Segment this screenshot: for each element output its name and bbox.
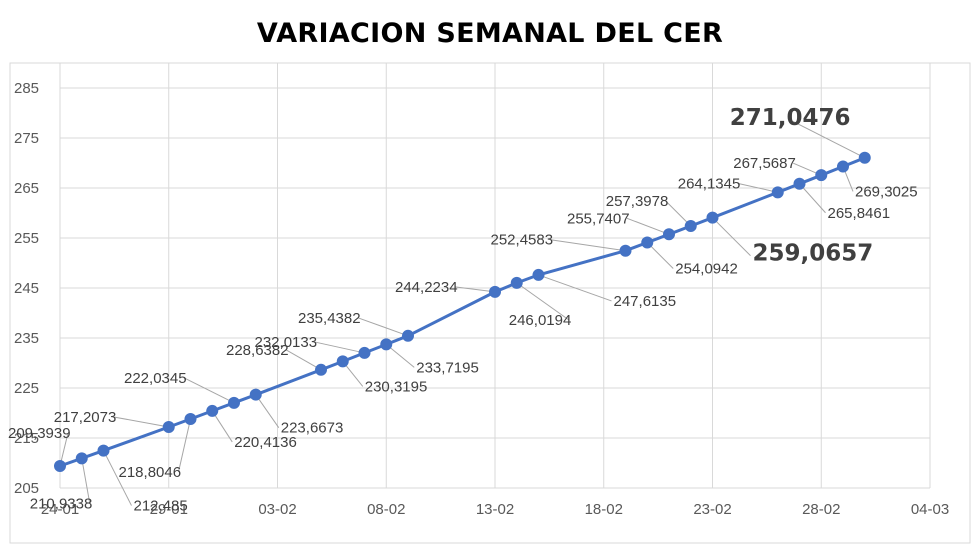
data-label: 232,0133 xyxy=(255,334,318,351)
data-label: 264,1345 xyxy=(678,175,741,192)
data-point xyxy=(619,244,632,257)
plot-border xyxy=(9,62,971,544)
leader-line xyxy=(314,341,365,354)
data-point xyxy=(684,220,697,233)
data-label: 259,0657 xyxy=(753,241,874,267)
x-tick-label: 24-01 xyxy=(41,501,79,518)
chart-title: VARIACION SEMANAL DEL CER xyxy=(256,18,724,49)
data-point xyxy=(489,285,501,298)
data-label: 265,8461 xyxy=(828,205,891,222)
x-tick-label: 23-02 xyxy=(693,501,731,518)
leader-line xyxy=(255,394,280,428)
leader-line xyxy=(737,182,778,193)
leader-line xyxy=(712,217,751,257)
x-tick-label: 13-02 xyxy=(476,501,514,518)
data-point xyxy=(858,151,871,164)
y-tick-label: 205 xyxy=(14,480,39,497)
data-label: 255,7407 xyxy=(567,210,630,227)
data-point xyxy=(315,363,327,376)
leader-line xyxy=(385,344,415,368)
data-label: 254,0942 xyxy=(675,261,738,278)
leader-line xyxy=(550,239,626,252)
data-label: 210,9338 xyxy=(30,495,93,512)
data-label: 252,4583 xyxy=(491,232,554,249)
leader-line xyxy=(454,286,496,293)
data-label: 271,0476 xyxy=(730,105,851,131)
data-point xyxy=(75,452,88,465)
leader-line xyxy=(211,410,233,443)
leader-line xyxy=(516,282,570,321)
y-tick-label: 265 xyxy=(14,180,39,197)
x-tick-label: 29-01 xyxy=(150,501,188,518)
leader-line xyxy=(103,450,132,506)
series-line xyxy=(59,156,866,468)
y-tick-label: 235 xyxy=(14,330,39,347)
x-tick-label: 28-02 xyxy=(802,501,840,518)
y-tick-label: 245 xyxy=(14,280,39,297)
y-tick-label: 275 xyxy=(14,130,39,147)
data-label: 235,4382 xyxy=(298,310,361,327)
data-label: 269,3025 xyxy=(855,183,918,200)
leader-line xyxy=(113,416,169,428)
data-point xyxy=(663,228,675,241)
x-tick-label: 04-03 xyxy=(911,501,949,518)
data-point xyxy=(97,444,110,457)
data-point xyxy=(706,211,719,224)
data-point xyxy=(793,177,806,190)
data-label: 223,6673 xyxy=(281,420,344,437)
leader-line xyxy=(183,377,235,404)
x-tick-label: 08-02 xyxy=(367,501,405,518)
leader-line xyxy=(357,317,409,337)
data-label: 228,6382 xyxy=(226,342,289,359)
y-tick-label: 255 xyxy=(14,230,39,247)
leader-line xyxy=(799,183,826,214)
data-point xyxy=(815,169,828,182)
x-tick-label: 03-02 xyxy=(258,501,296,518)
data-label: 246,0194 xyxy=(509,312,572,329)
data-label: 220,4136 xyxy=(234,434,297,451)
leader-line xyxy=(178,418,191,473)
data-point xyxy=(184,412,197,425)
data-point xyxy=(532,268,545,281)
data-label: 233,7195 xyxy=(416,359,479,376)
y-tick-label: 215 xyxy=(14,430,39,447)
data-point xyxy=(641,236,654,249)
data-point xyxy=(54,460,66,473)
y-tick-label: 225 xyxy=(14,380,39,397)
y-tick-label: 285 xyxy=(14,80,39,97)
data-point xyxy=(402,329,414,342)
data-label: 217,2073 xyxy=(54,409,117,426)
data-label: 257,3978 xyxy=(606,193,669,210)
data-label: 247,6135 xyxy=(614,293,677,310)
data-label: 218,8046 xyxy=(119,464,182,481)
leader-line xyxy=(789,119,865,159)
data-point xyxy=(228,396,240,409)
data-point xyxy=(206,404,219,417)
leader-line xyxy=(646,242,674,269)
data-point xyxy=(380,338,393,351)
data-label: 267,5687 xyxy=(733,155,796,172)
data-label: 209,3939 xyxy=(8,425,71,442)
data-point xyxy=(771,186,784,199)
leader-line xyxy=(538,274,612,302)
data-label: 230,3195 xyxy=(365,378,428,395)
x-tick-label: 18-02 xyxy=(585,501,623,518)
data-point xyxy=(837,160,849,173)
leader-line xyxy=(81,458,91,504)
data-point xyxy=(336,355,349,368)
leader-line xyxy=(285,349,322,371)
data-label: 244,2234 xyxy=(395,279,458,296)
leader-line xyxy=(626,217,670,235)
data-label: 222,0345 xyxy=(124,370,187,387)
data-point xyxy=(162,420,175,433)
data-point xyxy=(510,276,523,289)
data-point xyxy=(358,346,371,359)
data-label: 212,485 xyxy=(134,498,188,515)
data-point xyxy=(249,388,262,401)
